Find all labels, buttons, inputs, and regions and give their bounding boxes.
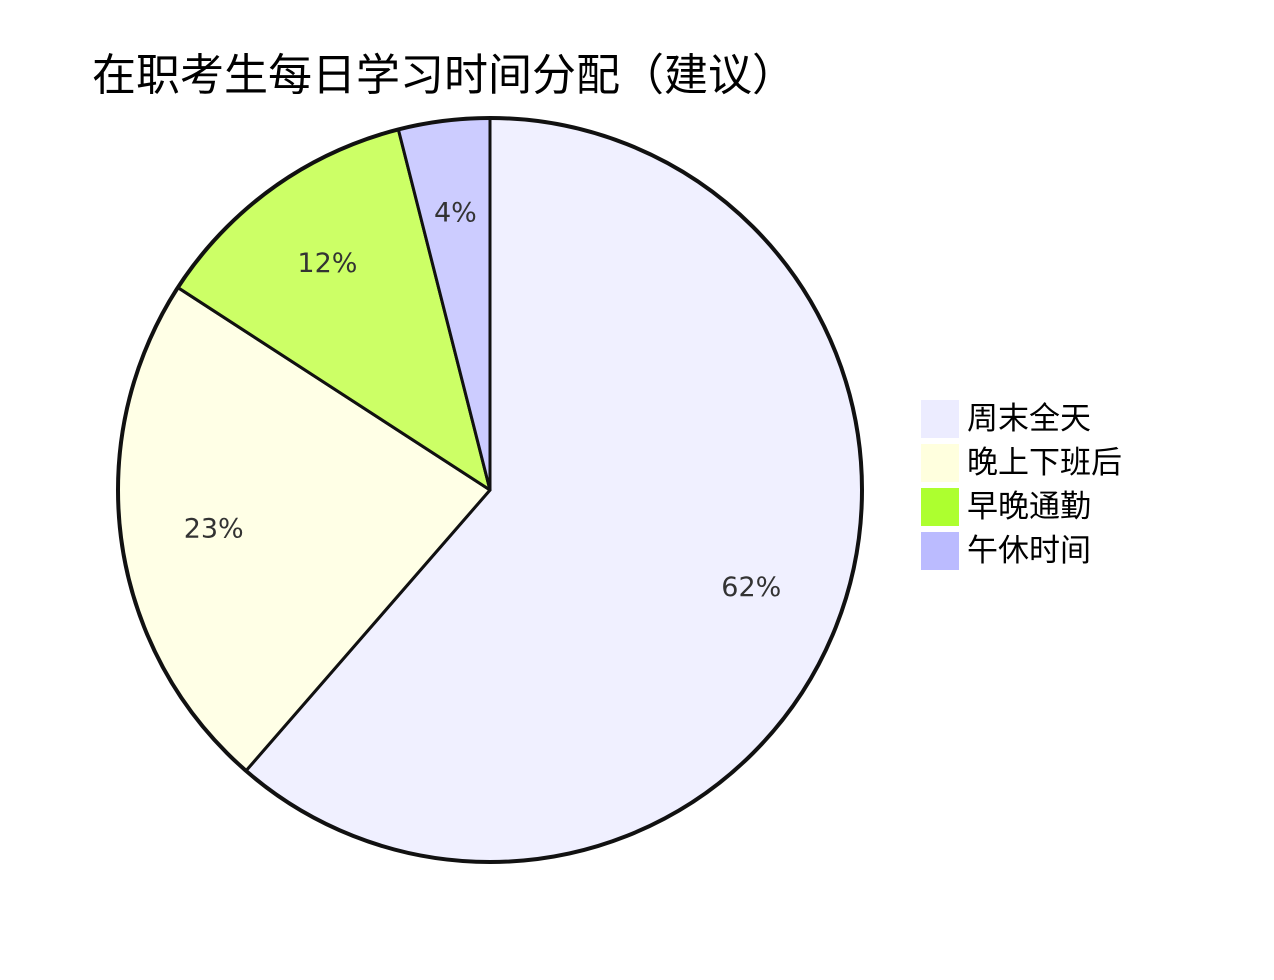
slice-label-3: 12% <box>297 248 357 279</box>
legend-swatch-2 <box>921 444 959 482</box>
pie-slices <box>116 116 864 864</box>
legend-label-4: 午休时间 <box>967 533 1091 569</box>
legend-label-1: 周末全天 <box>967 401 1091 437</box>
legend-label-3: 早晚通勤 <box>967 489 1091 525</box>
legend-label-2: 晚上下班后 <box>967 445 1122 481</box>
slice-label-4: 4% <box>434 198 477 229</box>
chart-title: 在职考生每日学习时间分配（建议） <box>92 50 796 101</box>
slice-label-2: 23% <box>184 513 244 544</box>
legend-swatch-3 <box>921 488 959 526</box>
slice-labels: 62% 23% 12% 4% <box>184 198 782 604</box>
pie-outline <box>116 116 864 864</box>
legend-swatch-1 <box>921 400 959 438</box>
legend-swatch-4 <box>921 532 959 570</box>
slice-label-1: 62% <box>721 572 781 603</box>
